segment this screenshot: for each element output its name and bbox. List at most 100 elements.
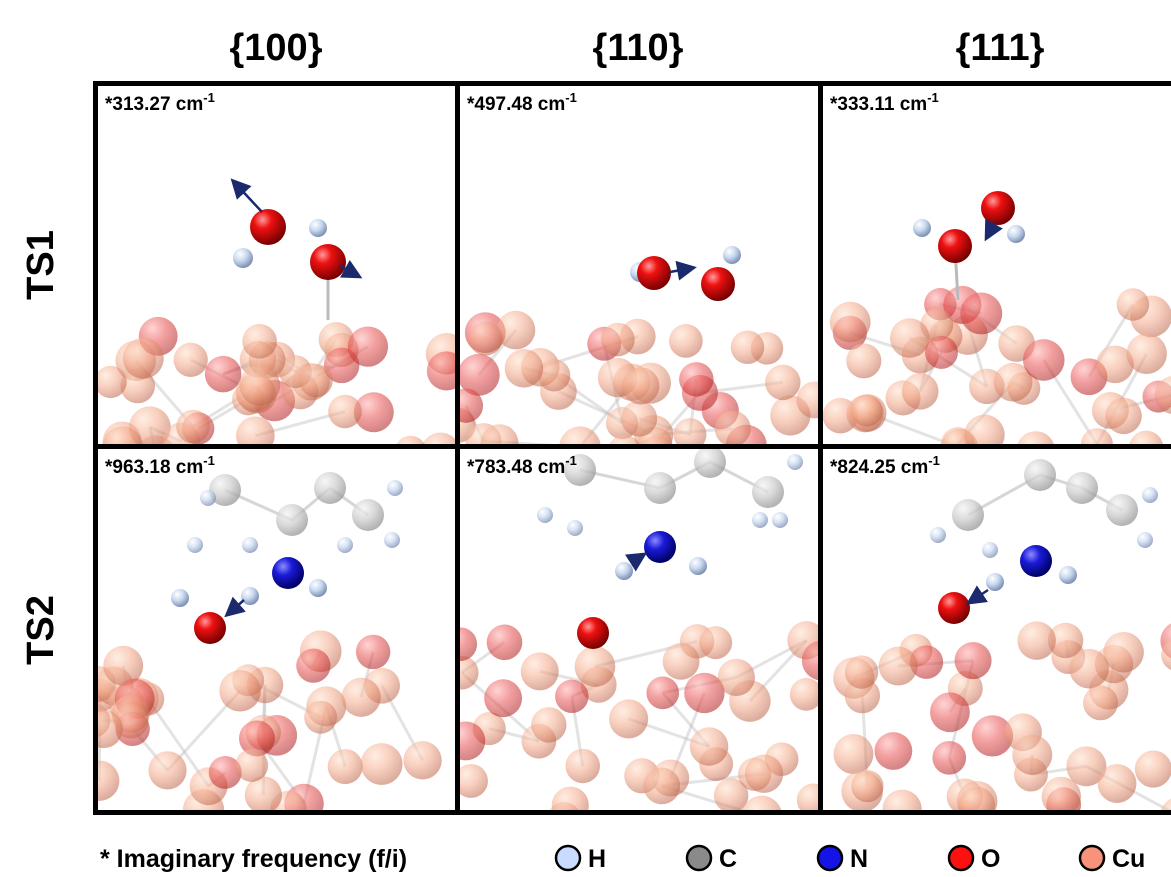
atom: [845, 655, 878, 688]
atom: [608, 435, 642, 469]
atom: [1106, 494, 1138, 526]
vibration-arrow: [987, 222, 995, 237]
frequency-unit-exponent: -1: [928, 453, 940, 468]
atom: [1024, 459, 1056, 491]
vibration-arrow: [670, 268, 692, 272]
cell-label: *783.48 cm-1: [467, 453, 577, 478]
atom: [446, 721, 485, 760]
atom: [1103, 632, 1144, 673]
atom: [851, 395, 883, 427]
atom: [200, 490, 216, 506]
atom-scenes: [76, 182, 1171, 837]
atom: [567, 520, 583, 536]
atom: [1135, 751, 1171, 788]
cell-label: *824.25 cm-1: [830, 453, 940, 478]
atom: [272, 557, 304, 589]
atom: [1117, 288, 1150, 321]
atom: [337, 537, 353, 553]
cell-scene: [833, 459, 1171, 836]
legend-label: N: [850, 845, 868, 873]
atom: [443, 627, 477, 661]
atom: [694, 446, 726, 478]
cell-labels: *313.27 cm-1*497.48 cm-1*333.11 cm-1*963…: [105, 90, 940, 478]
atom: [361, 743, 403, 785]
atom: [833, 734, 873, 774]
vibration-arrow: [632, 555, 643, 562]
atom: [609, 699, 648, 738]
atom: [484, 679, 522, 717]
atom: [745, 755, 783, 793]
atom: [403, 741, 441, 779]
atom: [930, 527, 946, 543]
atom: [538, 359, 570, 391]
atom: [1105, 398, 1141, 434]
atom: [239, 365, 280, 406]
atom: [890, 318, 930, 358]
frequency-unit-exponent: -1: [927, 90, 939, 105]
atom: [314, 472, 346, 504]
atom: [1017, 621, 1055, 659]
atom: [95, 366, 127, 398]
atom: [689, 557, 707, 575]
atom: [236, 416, 275, 455]
atom: [276, 504, 308, 536]
atom: [883, 790, 922, 829]
atom: [521, 652, 559, 690]
atom: [241, 587, 259, 605]
frequency: *333.11 cm: [830, 94, 927, 115]
atom: [1012, 735, 1052, 775]
cell-scene: [443, 446, 841, 837]
atom: [577, 617, 609, 649]
legend-label: O: [981, 845, 1000, 873]
atom: [304, 701, 337, 734]
atom: [690, 727, 729, 766]
atom: [1007, 225, 1025, 243]
legend-swatch: [818, 846, 842, 870]
row-header: TS1: [20, 230, 62, 300]
atom: [851, 770, 883, 802]
atom: [879, 647, 918, 686]
atom: [638, 436, 676, 474]
atom: [148, 751, 186, 789]
atom: [982, 542, 998, 558]
atom: [787, 454, 803, 470]
atom: [790, 678, 823, 711]
atom: [981, 191, 1015, 225]
atom: [421, 433, 460, 472]
atom: [537, 507, 553, 523]
vibration-arrow: [228, 600, 244, 614]
atom: [1126, 333, 1166, 373]
atom: [219, 670, 260, 711]
atom: [171, 589, 189, 607]
frequency-unit-exponent: -1: [565, 90, 577, 105]
atom: [615, 562, 633, 580]
atom: [187, 537, 203, 553]
atom: [669, 324, 703, 358]
atom: [601, 323, 635, 357]
atom: [701, 267, 735, 301]
atom: [309, 579, 327, 597]
legend-swatch: [556, 846, 580, 870]
atom: [1020, 545, 1052, 577]
atom: [644, 531, 676, 563]
atom: [718, 659, 755, 696]
atom: [925, 336, 958, 369]
atom: [1023, 339, 1065, 381]
cell-label: *313.27 cm-1: [105, 90, 215, 115]
vibration-arrow: [970, 590, 988, 602]
atom: [387, 480, 403, 496]
legend-swatch: [1080, 846, 1104, 870]
atom: [1137, 532, 1153, 548]
atom: [309, 219, 327, 237]
atom: [487, 624, 523, 660]
atom: [902, 373, 939, 410]
atom: [752, 512, 768, 528]
atom: [123, 338, 164, 379]
atom: [242, 324, 277, 359]
atom: [643, 767, 680, 804]
atom: [356, 635, 390, 669]
atom: [621, 400, 657, 436]
atom: [731, 330, 765, 364]
atom: [646, 677, 679, 710]
frequency-unit-exponent: -1: [203, 453, 215, 468]
